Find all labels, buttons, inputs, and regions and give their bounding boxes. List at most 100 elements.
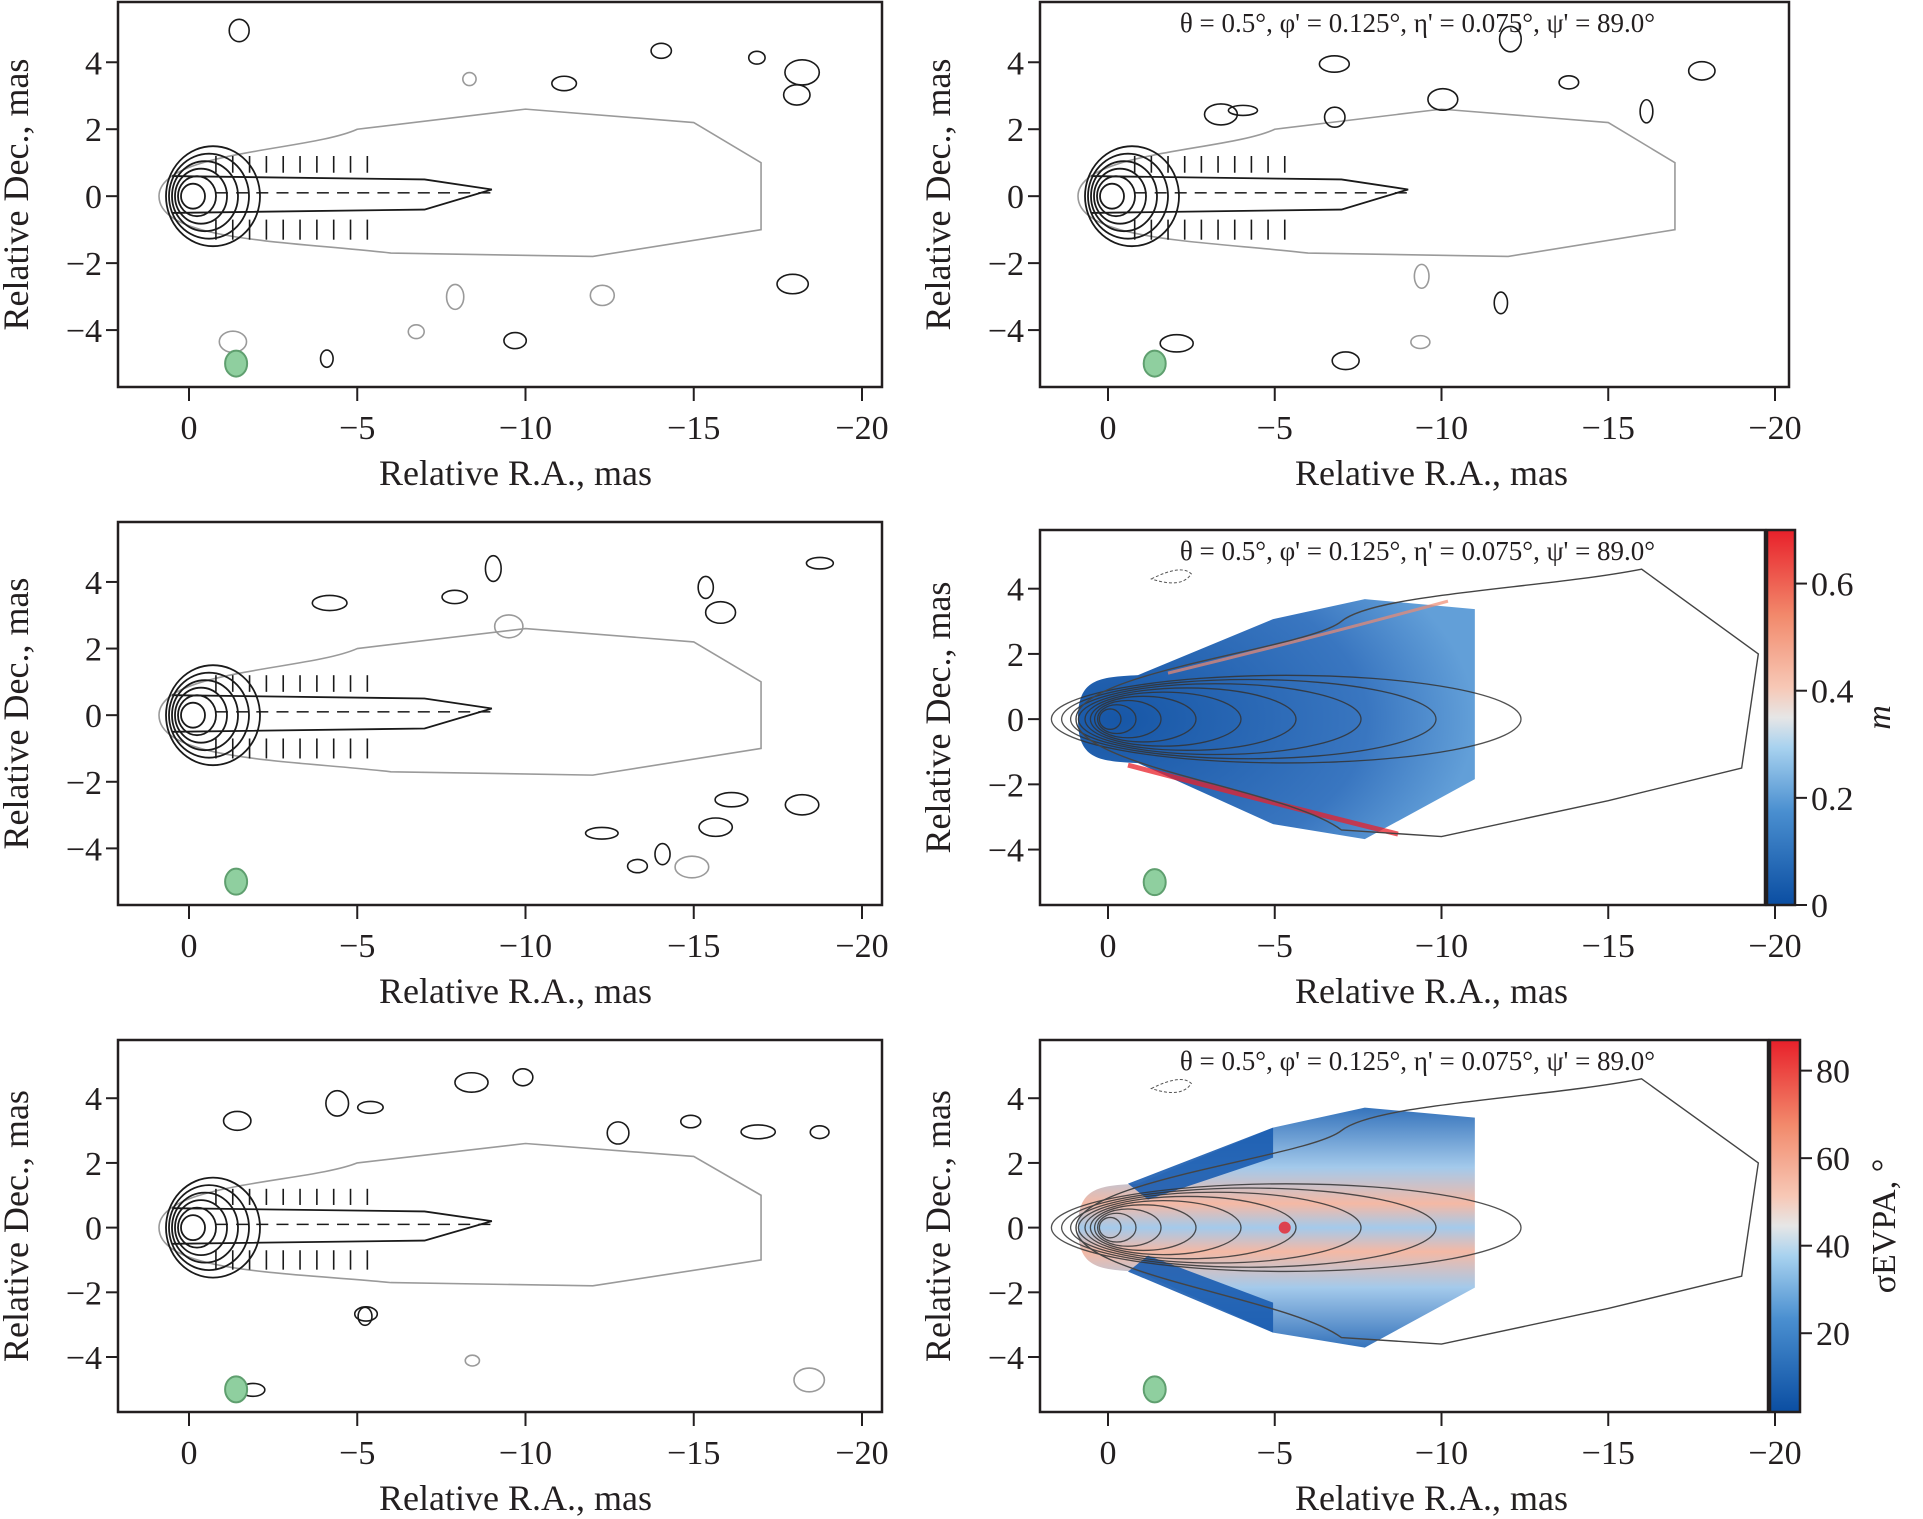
noise-contour bbox=[747, 50, 766, 65]
intensity-contour bbox=[177, 694, 217, 737]
x-tick-label: 0 bbox=[1100, 928, 1117, 965]
y-axis-label: Relative Dec., mas bbox=[0, 1090, 36, 1362]
panel-top-right: 0 −5 −10 −15 −20 4 2 0 −2 −4 Relative R.A., mas Rel… bbox=[918, 0, 1802, 493]
noise-contour bbox=[407, 324, 425, 340]
x-tick-label: −15 bbox=[667, 1435, 720, 1472]
x-tick-label: 0 bbox=[1100, 410, 1117, 447]
y-tick-label: 4 bbox=[85, 565, 102, 602]
y-tick-label: 2 bbox=[1007, 112, 1024, 149]
negative-contour bbox=[1150, 569, 1192, 584]
x-tick-label: −20 bbox=[835, 1435, 888, 1472]
x-tick-label: −20 bbox=[1748, 1435, 1801, 1472]
intensity-contour bbox=[1090, 160, 1158, 233]
plot-frame bbox=[116, 1038, 884, 1414]
intensity-contour bbox=[1093, 1208, 1162, 1247]
intensity-contour bbox=[1084, 145, 1180, 248]
panel-bottom-left: 0 −5 −10 −15 −20 4 2 0 −2 −4 Relative R.A., mas Rel… bbox=[0, 1038, 889, 1518]
y-tick-label: −2 bbox=[988, 767, 1024, 804]
noise-contour bbox=[353, 1306, 379, 1322]
intensity-contour bbox=[180, 182, 206, 210]
x-tick-label: −15 bbox=[667, 410, 720, 447]
y-tick-label: −2 bbox=[66, 765, 102, 802]
noise-contour bbox=[228, 18, 250, 43]
intensity-contour bbox=[1096, 704, 1137, 735]
y-tick-label: −4 bbox=[988, 313, 1024, 350]
x-axis-label: Relative R.A., mas bbox=[1295, 1478, 1568, 1518]
noise-contour bbox=[805, 556, 835, 570]
x-tick-label: −20 bbox=[1748, 928, 1801, 965]
intensity-contour bbox=[177, 1206, 217, 1249]
outer-contour bbox=[1075, 1078, 1760, 1345]
y-tick-label: −2 bbox=[66, 246, 102, 283]
noise-contour bbox=[462, 71, 477, 87]
plot-frame bbox=[1038, 1038, 1770, 1414]
panel-title: θ = 0.5°, φ' = 0.125°, η' = 0.075°, ψ' =… bbox=[1180, 536, 1655, 566]
plot-area bbox=[158, 554, 835, 879]
noise-contour bbox=[784, 59, 821, 86]
noise-contour bbox=[1558, 75, 1580, 90]
plot-area bbox=[158, 18, 821, 369]
noise-contour bbox=[584, 826, 619, 840]
x-tick-label: 0 bbox=[181, 1435, 198, 1472]
noise-contour bbox=[674, 855, 710, 879]
x-tick-label: −10 bbox=[499, 1435, 552, 1472]
y-tick-label: 0 bbox=[85, 179, 102, 216]
noise-contour bbox=[218, 330, 248, 354]
plot-frame bbox=[1038, 528, 1767, 907]
noise-contour bbox=[319, 349, 334, 369]
noise-contour bbox=[493, 614, 524, 639]
noise-contour bbox=[1493, 291, 1509, 315]
noise-contour bbox=[325, 1089, 350, 1117]
intensity-contour bbox=[168, 1184, 250, 1272]
y-tick-label: 2 bbox=[85, 112, 102, 149]
colorbar-tick-label: 20 bbox=[1816, 1316, 1850, 1353]
noise-contour bbox=[740, 1124, 777, 1140]
colorbar-tick-label: 40 bbox=[1816, 1229, 1850, 1266]
beam-ellipse bbox=[1142, 1375, 1167, 1404]
noise-contour bbox=[654, 842, 671, 866]
x-tick-label: −15 bbox=[1582, 1435, 1635, 1472]
y-tick-label: −2 bbox=[988, 246, 1024, 283]
x-tick-label: −10 bbox=[499, 928, 552, 965]
panel-middle-left: 0 −5 −10 −15 −20 4 2 0 −2 −4 Relative R.A., mas Rel… bbox=[0, 520, 889, 1011]
intensity-contour bbox=[180, 701, 206, 729]
intensity-contour bbox=[1077, 1195, 1297, 1260]
noise-contour bbox=[357, 1306, 373, 1327]
y-axis-label: Relative Dec., mas bbox=[918, 59, 958, 331]
y-tick-label: 0 bbox=[85, 698, 102, 735]
intensity-contour bbox=[1093, 699, 1162, 739]
colorbar-tick-label: 80 bbox=[1816, 1054, 1850, 1091]
noise-contour bbox=[484, 554, 502, 583]
intensity-contour bbox=[165, 664, 261, 767]
x-tick-label: −5 bbox=[1257, 1435, 1293, 1472]
noise-contour bbox=[454, 1071, 489, 1093]
y-tick-label: −4 bbox=[66, 1340, 102, 1377]
jet-ridge-contour bbox=[172, 1207, 493, 1245]
intensity-contour bbox=[171, 1191, 239, 1264]
intensity-contour bbox=[168, 671, 250, 759]
colorbar-tick-label: 0 bbox=[1811, 888, 1828, 925]
plot-area bbox=[1050, 1078, 1760, 1348]
intensity-contour bbox=[1084, 1199, 1242, 1256]
intensity-contour bbox=[1096, 175, 1136, 218]
noise-contour bbox=[650, 42, 673, 60]
noise-contour bbox=[679, 1114, 702, 1129]
intensity-contour bbox=[1096, 1212, 1137, 1243]
noise-contour bbox=[714, 791, 749, 808]
noise-contour bbox=[1427, 87, 1459, 111]
x-axis-label: Relative R.A., mas bbox=[1295, 971, 1568, 1011]
y-tick-label: 2 bbox=[1007, 1146, 1024, 1183]
panel-top-left: 0 −5 −10 −15 −20 4 2 0 −2 −4 Relative R.A., mas Rel… bbox=[0, 0, 889, 493]
noise-contour bbox=[1227, 104, 1259, 117]
noise-contour bbox=[512, 1067, 534, 1087]
x-axis-label: Relative R.A., mas bbox=[379, 1478, 652, 1518]
grey-outer-contour bbox=[158, 1142, 762, 1287]
jet-ridge-contour bbox=[172, 175, 493, 214]
jet-ridge-contour bbox=[1091, 175, 1409, 214]
intensity-contour bbox=[174, 1199, 228, 1257]
intensity-contour bbox=[171, 679, 239, 752]
outer-contour bbox=[1075, 568, 1760, 838]
noise-contour bbox=[503, 331, 528, 350]
